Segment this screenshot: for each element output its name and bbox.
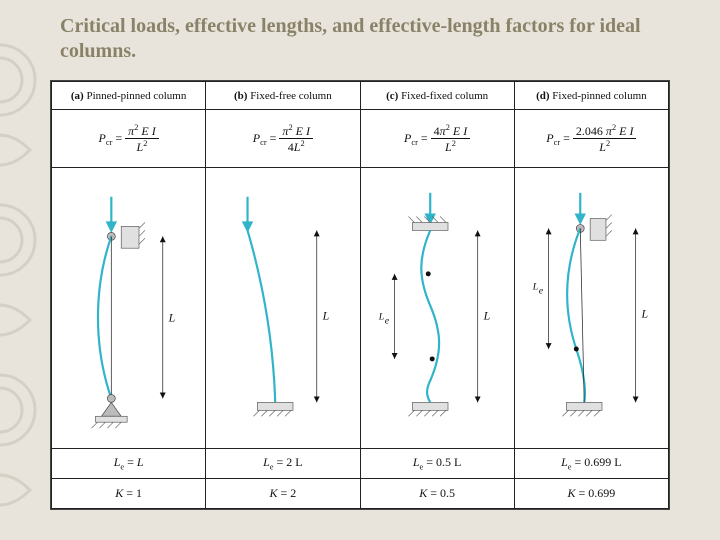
columns-table: (a) Pinned-pinned column (b) Fixed-free … [51, 81, 669, 509]
header-d: (d) Fixed-pinned column [514, 82, 668, 110]
diagram-c: Le L [360, 168, 514, 448]
k-c: K = 0.5 [360, 478, 514, 508]
k-b: K = 2 [206, 478, 360, 508]
le-a: Le = L [52, 448, 206, 478]
k-row: K = 1 K = 2 K = 0.5 K = 0.699 [52, 478, 669, 508]
svg-text:L: L [482, 309, 490, 323]
k-d: K = 0.699 [514, 478, 668, 508]
le-b: Le = 2 L [206, 448, 360, 478]
page-title: Critical loads, effective lengths, and e… [60, 14, 680, 64]
pcr-a: Pcr = π2 E IL2 [52, 110, 206, 168]
header-c: (c) Fixed-fixed column [360, 82, 514, 110]
diagram-b: L [206, 168, 360, 448]
le-d: Le = 0.699 L [514, 448, 668, 478]
le-row: Le = L Le = 2 L Le = 0.5 L Le = 0.699 L [52, 448, 669, 478]
pcr-c: Pcr = 4π2 E IL2 [360, 110, 514, 168]
svg-text:e: e [384, 316, 389, 327]
diagram-a: L [52, 168, 206, 448]
header-a: (a) Pinned-pinned column [52, 82, 206, 110]
svg-text:L: L [377, 312, 384, 323]
le-c: Le = 0.5 L [360, 448, 514, 478]
svg-text:e: e [538, 286, 543, 297]
pcr-d: Pcr = 2.046 π2 E IL2 [514, 110, 668, 168]
header-row: (a) Pinned-pinned column (b) Fixed-free … [52, 82, 669, 110]
diagram-row: L L [52, 168, 669, 448]
svg-text:L: L [640, 307, 648, 321]
svg-text:L: L [532, 282, 539, 293]
pcr-row: Pcr = π2 E IL2 Pcr = π2 E I4L2 Pcr = 4π2… [52, 110, 669, 168]
pcr-b: Pcr = π2 E I4L2 [206, 110, 360, 168]
svg-text:L: L [168, 311, 176, 325]
k-a: K = 1 [52, 478, 206, 508]
diagram-d: Le L [514, 168, 668, 448]
columns-table-panel: (a) Pinned-pinned column (b) Fixed-free … [50, 80, 670, 510]
header-b: (b) Fixed-free column [206, 82, 360, 110]
svg-text:L: L [322, 309, 330, 323]
